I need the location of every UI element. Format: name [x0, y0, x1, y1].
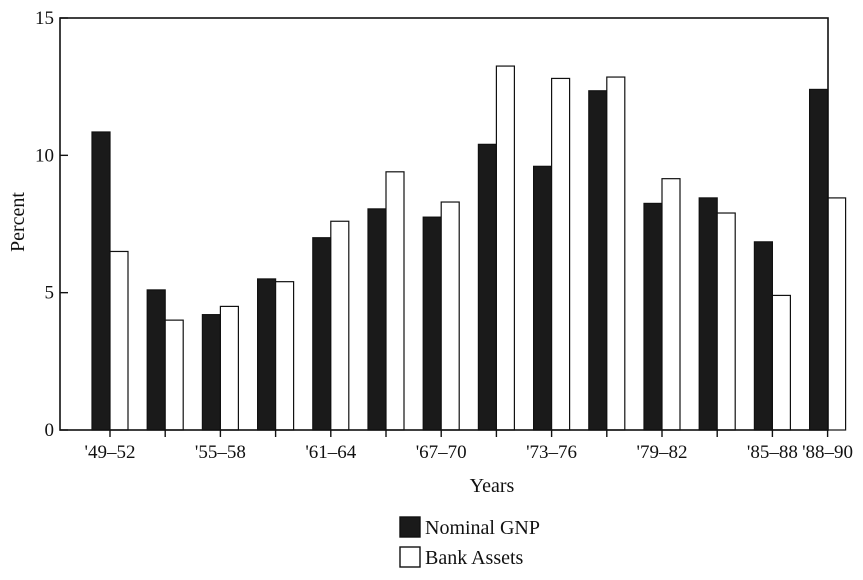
y-axis-title: Percent: [7, 192, 29, 252]
bar-nominal-gnp-9: [588, 90, 608, 431]
bar-nominal-gnp-5: [367, 208, 387, 431]
legend-swatch-nominal-gnp: [399, 516, 421, 538]
bar-bank-assets-1: [164, 319, 184, 431]
x-tick-label-6: '67–70: [416, 442, 467, 463]
bar-bank-assets-13: [826, 197, 847, 431]
bar-nominal-gnp-13: [808, 88, 829, 431]
bar-bank-assets-8: [550, 77, 571, 431]
bar-nominal-gnp-0: [91, 131, 111, 431]
x-axis-title: Years: [470, 475, 515, 497]
bar-bank-assets-10: [661, 178, 681, 431]
bar-bank-assets-0: [109, 250, 129, 431]
x-tick-label-0: '49–52: [85, 442, 136, 463]
bar-bank-assets-9: [606, 76, 626, 431]
bars-layer: [91, 65, 847, 431]
bar-nominal-gnp-4: [312, 237, 332, 431]
x-tick-label-4: '61–64: [305, 442, 356, 463]
bar-nominal-gnp-2: [201, 314, 221, 431]
y-tick-label-0: 0: [45, 420, 55, 441]
y-tick-label-15: 15: [35, 8, 54, 29]
bar-bank-assets-6: [440, 201, 460, 431]
bar-nominal-gnp-1: [146, 289, 166, 431]
x-tick-label-13: '88–90: [802, 442, 853, 463]
y-tick-label-5: 5: [45, 283, 55, 304]
bar-nominal-gnp-7: [477, 143, 497, 431]
bar-nominal-gnp-12: [753, 241, 774, 431]
bar-bank-assets-3: [275, 281, 295, 431]
y-tick-label-10: 10: [35, 145, 54, 166]
bar-nominal-gnp-10: [643, 202, 663, 431]
bar-bank-assets-7: [495, 65, 515, 431]
legend-label-nominal-gnp: Nominal GNP: [425, 517, 540, 539]
bar-nominal-gnp-8: [532, 165, 553, 431]
bar-bank-assets-12: [771, 294, 792, 431]
bar-bank-assets-11: [716, 212, 736, 431]
x-tick-label-12: '85–88: [747, 442, 798, 463]
legend-swatch-bank-assets: [399, 546, 421, 568]
plot-frame: [59, 17, 829, 431]
legend: Nominal GNP Bank Assets: [399, 516, 540, 569]
x-tick-label-2: '55–58: [195, 442, 246, 463]
bar-nominal-gnp-6: [422, 216, 442, 431]
axes-layer: 0 5 10 15 '49–52 '55–58 '61–64 '67–70 '73–76 '79–…: [35, 8, 853, 463]
x-tick-label-8: '73–76: [526, 442, 577, 463]
bar-nominal-gnp-11: [698, 197, 718, 431]
bar-bank-assets-4: [330, 220, 350, 431]
bar-bank-assets-2: [219, 305, 239, 431]
bar-nominal-gnp-3: [257, 278, 277, 431]
x-tick-label-10: '79–82: [637, 442, 688, 463]
legend-label-bank-assets: Bank Assets: [425, 547, 524, 569]
bar-bank-assets-5: [385, 171, 405, 431]
